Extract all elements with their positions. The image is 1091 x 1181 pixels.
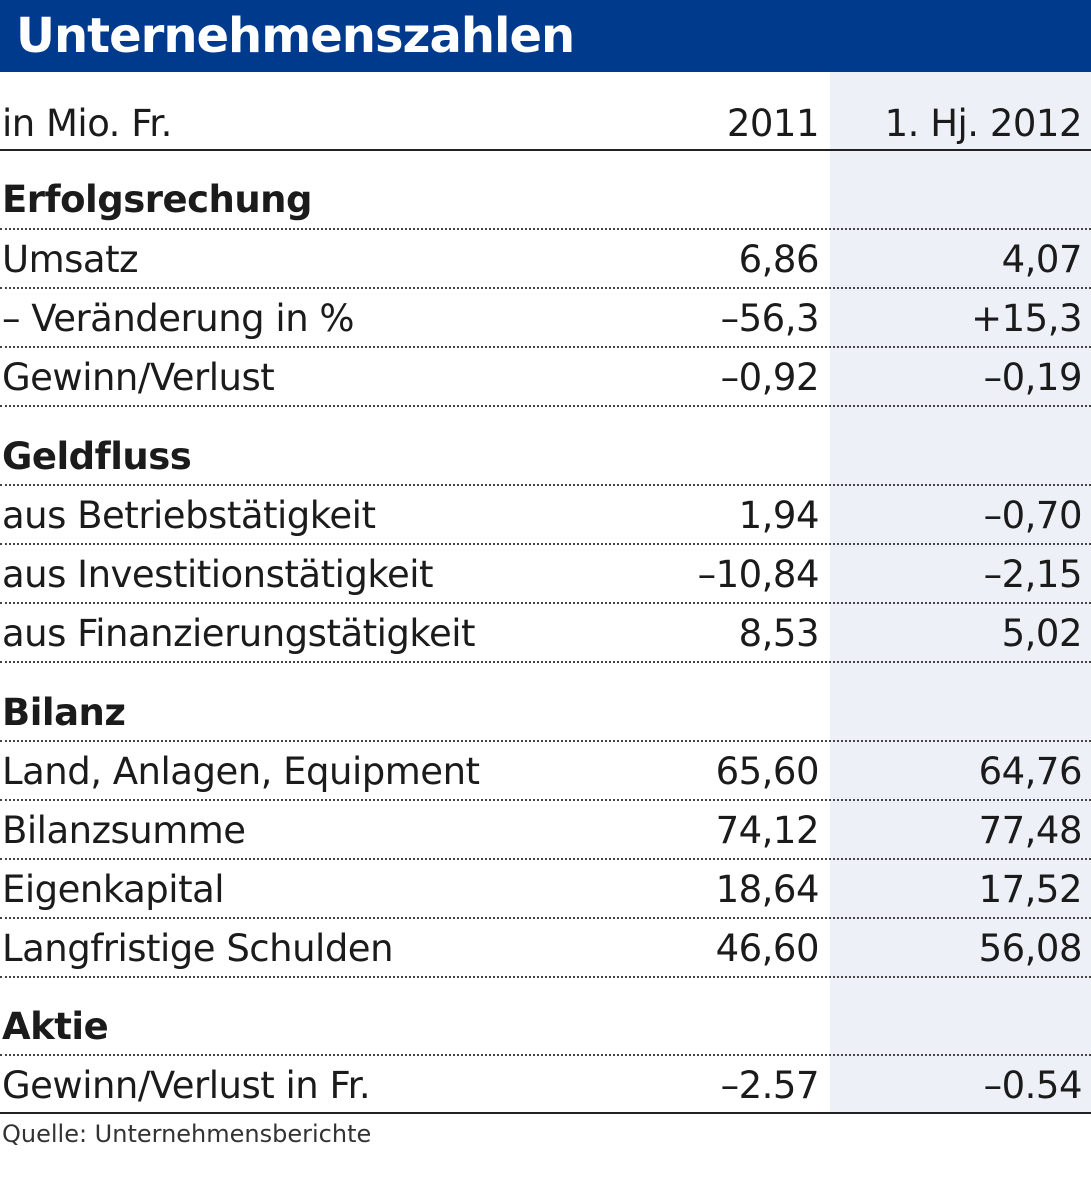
row-divider	[0, 287, 1091, 289]
row-divider	[0, 661, 1091, 663]
title-banner: Unternehmenszahlen	[0, 0, 1091, 72]
value-h1-2012: 5,02	[1001, 612, 1083, 655]
value-h1-2012: 77,48	[978, 809, 1083, 852]
header-rule	[0, 149, 1091, 151]
value-h1-2012: 4,07	[1001, 238, 1083, 281]
row-divider	[0, 917, 1091, 919]
section-title: Bilanz	[2, 691, 126, 734]
section-title: Aktie	[2, 1005, 109, 1048]
value-h1-2012: –2,15	[983, 553, 1083, 596]
section-heading: Bilanz	[0, 683, 1091, 742]
source-note: Quelle: Unternehmensberichte	[2, 1120, 372, 1148]
table-row: Umsatz 6,86 4,07	[0, 230, 1091, 289]
row-divider	[0, 405, 1091, 407]
row-divider	[0, 858, 1091, 860]
section-heading: Geldfluss	[0, 427, 1091, 486]
table-row: Langfristige Schulden 46,60 56,08	[0, 919, 1091, 978]
value-2011: 65,60	[715, 750, 820, 793]
row-divider	[0, 976, 1091, 978]
chart-title: Unternehmenszahlen	[16, 8, 575, 64]
table-row: aus Finanzierungstätigkeit 8,53 5,02	[0, 604, 1091, 663]
row-divider	[0, 543, 1091, 545]
value-2011: –0,92	[720, 356, 820, 399]
section-heading: Aktie	[0, 997, 1091, 1056]
table-row: aus Investitionstätigkeit –10,84 –2,15	[0, 545, 1091, 604]
row-label: aus Betriebstätigkeit	[2, 494, 376, 537]
table-row: Eigenkapital 18,64 17,52	[0, 860, 1091, 919]
row-divider	[0, 346, 1091, 348]
row-label: Gewinn/Verlust	[2, 356, 275, 399]
value-2011: 6,86	[738, 238, 820, 281]
footer-rule	[0, 1112, 1091, 1114]
section-title: Geldfluss	[2, 435, 192, 478]
row-label: Eigenkapital	[2, 868, 225, 911]
table-row: – Veränderung in % –56,3 +15,3	[0, 289, 1091, 348]
section-title: Erfolgsrechung	[2, 178, 313, 221]
row-label: aus Finanzierungstätigkeit	[2, 612, 476, 655]
value-2011: 1,94	[738, 494, 820, 537]
value-2011: –2.57	[720, 1064, 820, 1107]
row-label: – Veränderung in %	[2, 297, 355, 340]
table-row: Gewinn/Verlust –0,92 –0,19	[0, 348, 1091, 407]
value-2011: 18,64	[715, 868, 820, 911]
table-row: Land, Anlagen, Equipment 65,60 64,76	[0, 742, 1091, 801]
row-divider	[0, 799, 1091, 801]
value-h1-2012: –0,70	[983, 494, 1083, 537]
row-divider	[0, 602, 1091, 604]
row-label: Land, Anlagen, Equipment	[2, 750, 480, 793]
value-2011: 74,12	[715, 809, 820, 852]
row-divider	[0, 1054, 1091, 1056]
row-divider	[0, 228, 1091, 230]
value-h1-2012: –0,19	[983, 356, 1083, 399]
value-h1-2012: 56,08	[978, 927, 1083, 970]
value-h1-2012: 17,52	[978, 868, 1083, 911]
table-row: aus Betriebstätigkeit 1,94 –0,70	[0, 486, 1091, 545]
row-label: Bilanzsumme	[2, 809, 246, 852]
value-2011: –10,84	[697, 553, 820, 596]
unit-label: in Mio. Fr.	[2, 102, 172, 145]
row-divider	[0, 484, 1091, 486]
section-heading: Erfolgsrechung	[0, 170, 1091, 229]
table-row: Gewinn/Verlust in Fr. –2.57 –0.54	[0, 1056, 1091, 1115]
value-2011: 46,60	[715, 927, 820, 970]
value-2011: –56,3	[720, 297, 820, 340]
row-label: aus Investitionstätigkeit	[2, 553, 434, 596]
column-header-2011: 2011	[726, 102, 820, 145]
value-h1-2012: –0.54	[983, 1064, 1083, 1107]
row-divider	[0, 740, 1091, 742]
header-row: in Mio. Fr. 2011 1. Hj. 2012	[0, 94, 1091, 153]
highlight-column-background	[830, 72, 1091, 1113]
value-2011: 8,53	[738, 612, 820, 655]
table-row: Bilanzsumme 74,12 77,48	[0, 801, 1091, 860]
row-label: Gewinn/Verlust in Fr.	[2, 1064, 371, 1107]
column-header-h1-2012: 1. Hj. 2012	[884, 102, 1083, 145]
value-h1-2012: +15,3	[971, 297, 1082, 340]
row-label: Langfristige Schulden	[2, 927, 394, 970]
row-label: Umsatz	[2, 238, 139, 281]
value-h1-2012: 64,76	[978, 750, 1083, 793]
